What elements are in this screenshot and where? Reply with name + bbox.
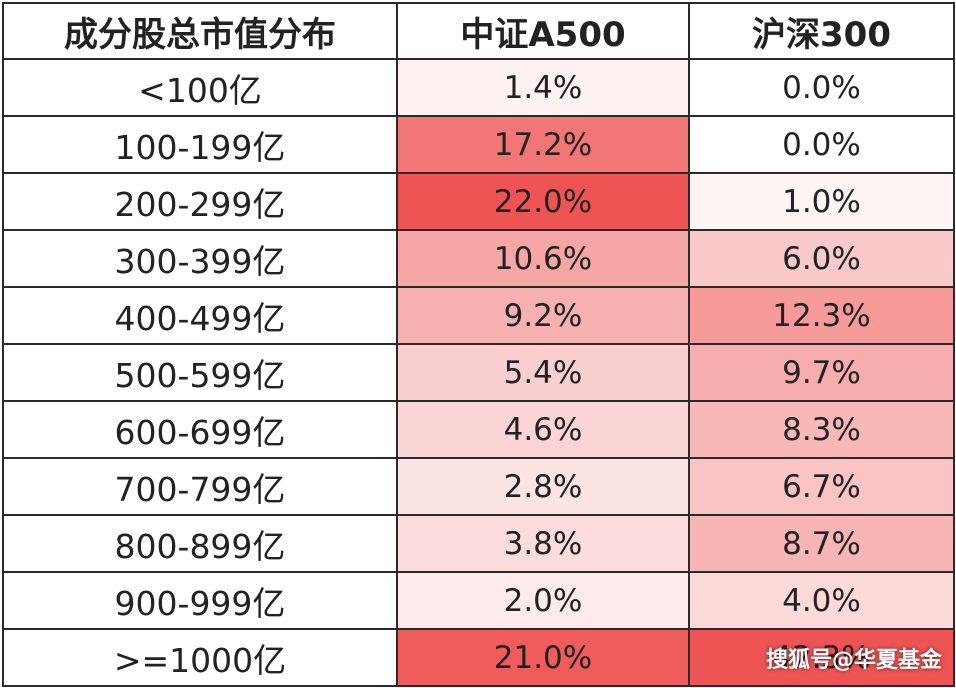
table-row: 200-299亿 22.0% 1.0%: [2, 172, 955, 231]
csi-a500-value-cell: 22.0%: [396, 172, 690, 231]
category-cell: 200-299亿: [2, 172, 398, 231]
table-row: >=1000亿 21.0% 42.3%: [2, 628, 955, 687]
category-cell: <100亿: [2, 58, 398, 117]
table-row: 600-699亿 4.6% 8.3%: [2, 400, 955, 459]
csi-300-value-cell: 42.3%: [688, 628, 955, 687]
table-row: 800-899亿 3.8% 8.7%: [2, 514, 955, 573]
header-category: 成分股总市值分布: [2, 2, 398, 60]
csi-a500-value-cell: 4.6%: [396, 400, 690, 459]
csi-a500-value-cell: 21.0%: [396, 628, 690, 687]
table-row: <100亿 1.4% 0.0%: [2, 58, 955, 117]
watermark: 搜狐号@华夏基金: [765, 648, 942, 673]
category-cell: 700-799亿: [2, 457, 398, 516]
csi-a500-value-cell: 3.8%: [396, 514, 690, 573]
csi-a500-value-cell: 17.2%: [396, 115, 690, 174]
category-cell: 500-599亿: [2, 343, 398, 402]
csi-a500-value-cell: 10.6%: [396, 229, 690, 288]
csi-a500-value-cell: 2.0%: [396, 571, 690, 630]
table-row: 300-399亿 10.6% 6.0%: [2, 229, 955, 288]
csi-300-value-cell: 0.0%: [688, 58, 955, 117]
csi-300-value-cell: 6.7%: [688, 457, 955, 516]
category-cell: 600-699亿: [2, 400, 398, 459]
table-row: 100-199亿 17.2% 0.0%: [2, 115, 955, 174]
csi-a500-value-cell: 1.4%: [396, 58, 690, 117]
category-cell: 100-199亿: [2, 115, 398, 174]
csi-300-value-cell: 9.7%: [688, 343, 955, 402]
csi-300-value-cell: 12.3%: [688, 286, 955, 345]
table-header-row: 成分股总市值分布 中证A500 沪深300: [2, 2, 955, 60]
csi-300-value-cell: 0.0%: [688, 115, 955, 174]
category-cell: 900-999亿: [2, 571, 398, 630]
table-row: 500-599亿 5.4% 9.7%: [2, 343, 955, 402]
header-csi-a500: 中证A500: [396, 2, 690, 60]
csi-a500-value-cell: 9.2%: [396, 286, 690, 345]
csi-300-value-cell: 4.0%: [688, 571, 955, 630]
csi-300-value-cell: 6.0%: [688, 229, 955, 288]
header-csi-300: 沪深300: [688, 2, 955, 60]
csi-300-value-cell: 1.0%: [688, 172, 955, 231]
csi-a500-value-cell: 5.4%: [396, 343, 690, 402]
csi-300-value-cell: 8.3%: [688, 400, 955, 459]
table-row: 900-999亿 2.0% 4.0%: [2, 571, 955, 630]
category-cell: 800-899亿: [2, 514, 398, 573]
csi-a500-value-cell: 2.8%: [396, 457, 690, 516]
category-cell: 300-399亿: [2, 229, 398, 288]
category-cell: 400-499亿: [2, 286, 398, 345]
table-row: 400-499亿 9.2% 12.3%: [2, 286, 955, 345]
category-cell: >=1000亿: [2, 628, 398, 687]
csi-300-value-cell: 8.7%: [688, 514, 955, 573]
table-row: 700-799亿 2.8% 6.7%: [2, 457, 955, 516]
